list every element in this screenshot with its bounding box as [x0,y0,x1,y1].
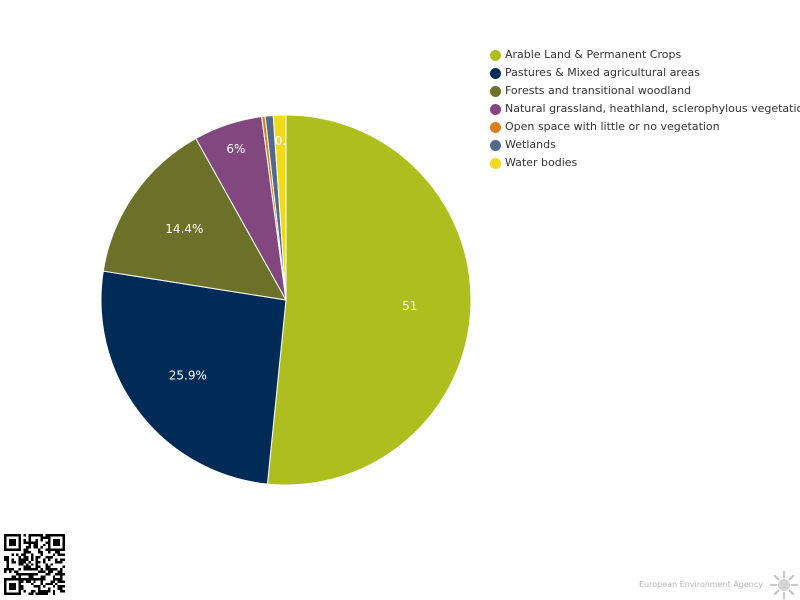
footer: European Environment Agency [639,569,800,600]
pie-slice[interactable] [102,137,287,301]
legend-item-open-space[interactable]: Open space with little or no vegetation [490,118,800,136]
eea-sun-icon [769,570,799,599]
pie-slice-label: 25.9% [169,369,207,383]
pie-slices [100,114,472,486]
pie-slice[interactable] [266,114,472,486]
legend-label: Natural grassland, heathland, sclerophyl… [505,102,800,115]
pie-slice-label: 14.4% [165,222,203,236]
legend: Arable Land & Permanent Crops Pastures &… [490,46,800,172]
pie-slice[interactable] [100,270,287,485]
legend-label: Open space with little or no vegetation [505,120,720,133]
legend-label: Pastures & Mixed agricultural areas [505,66,700,79]
legend-marker [490,49,501,61]
legend-label: Wetlands [505,138,556,151]
legend-marker [490,103,501,115]
legend-item-forests[interactable]: Forests and transitional woodland [490,82,800,100]
legend-marker [490,121,501,133]
legend-label: Water bodies [505,156,578,169]
legend-marker [490,139,501,151]
pie-slice-label: 6% [226,142,245,156]
legend-marker [490,67,501,79]
legend-item-water[interactable]: Water bodies [490,154,800,172]
pie-slice-label: 0. [275,134,286,148]
legend-marker [490,157,501,169]
legend-item-grassland[interactable]: Natural grassland, heathland, sclerophyl… [490,100,800,118]
legend-marker [490,85,501,97]
legend-item-pastures[interactable]: Pastures & Mixed agricultural areas [490,64,800,82]
legend-item-wetlands[interactable]: Wetlands [490,136,800,154]
pie-slice[interactable] [272,114,287,301]
pie-slice-label: 51 [402,299,417,313]
pie-labels: 51 25.9% 14.4% 6% 0. [165,134,417,383]
legend-label: Arable Land & Permanent Crops [505,48,682,61]
qr-code-icon [4,534,65,595]
legend-item-arable[interactable]: Arable Land & Permanent Crops [490,46,800,64]
agency-name: European Environment Agency [639,580,763,589]
legend-label: Forests and transitional woodland [505,84,692,97]
